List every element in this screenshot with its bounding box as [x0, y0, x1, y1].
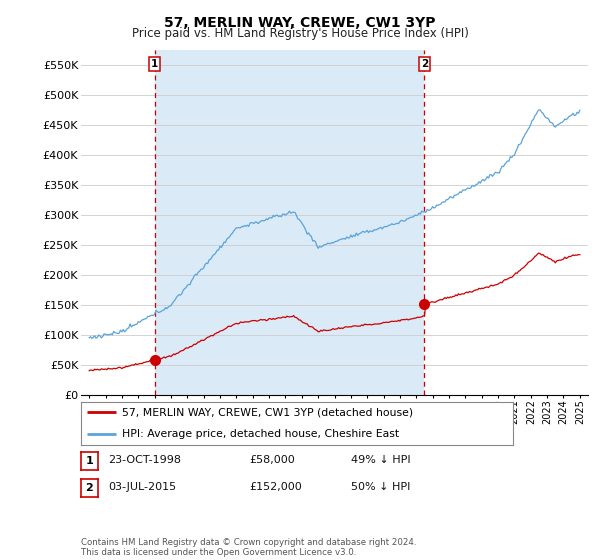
- Text: 1: 1: [86, 456, 93, 466]
- Text: 03-JUL-2015: 03-JUL-2015: [108, 482, 176, 492]
- Text: Price paid vs. HM Land Registry's House Price Index (HPI): Price paid vs. HM Land Registry's House …: [131, 27, 469, 40]
- Text: 57, MERLIN WAY, CREWE, CW1 3YP (detached house): 57, MERLIN WAY, CREWE, CW1 3YP (detached…: [122, 408, 413, 417]
- Text: 50% ↓ HPI: 50% ↓ HPI: [351, 482, 410, 492]
- Text: £152,000: £152,000: [249, 482, 302, 492]
- Text: 49% ↓ HPI: 49% ↓ HPI: [351, 455, 410, 465]
- Text: 2: 2: [86, 483, 93, 493]
- Text: HPI: Average price, detached house, Cheshire East: HPI: Average price, detached house, Ches…: [122, 430, 399, 439]
- Bar: [155, 50, 424, 395]
- Text: Contains HM Land Registry data © Crown copyright and database right 2024.
This d: Contains HM Land Registry data © Crown c…: [81, 538, 416, 557]
- Text: 1: 1: [151, 59, 158, 69]
- Text: 57, MERLIN WAY, CREWE, CW1 3YP: 57, MERLIN WAY, CREWE, CW1 3YP: [164, 16, 436, 30]
- Text: 23-OCT-1998: 23-OCT-1998: [108, 455, 181, 465]
- Text: 2: 2: [421, 59, 428, 69]
- Text: £58,000: £58,000: [249, 455, 295, 465]
